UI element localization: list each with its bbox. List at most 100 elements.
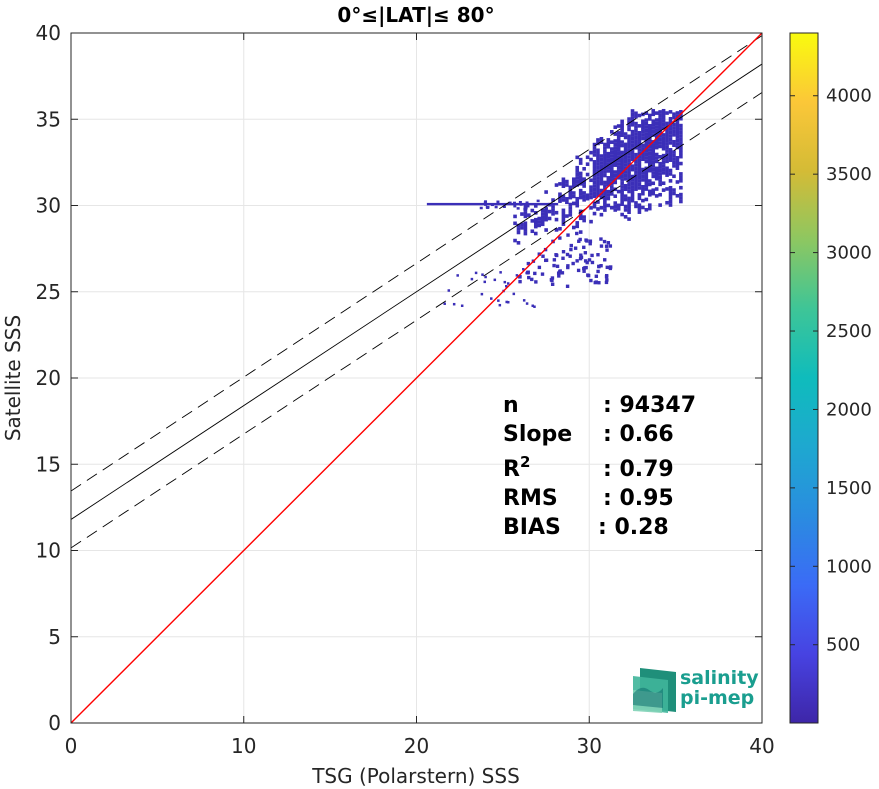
density-cell [552,258,557,262]
density-cell [578,256,583,261]
density-streak-cell [525,204,529,208]
density-cell [665,142,669,146]
density-cell [654,118,659,122]
density-cell [599,195,604,200]
density-cell [647,151,652,156]
density-cell [571,261,575,266]
density-cell [634,142,638,147]
density-cell [672,174,676,179]
density-cell [554,228,559,232]
density-cell [582,166,586,171]
density-cell [609,167,614,172]
density-cell [592,149,597,154]
density-cell [634,159,638,164]
density-cell [568,202,573,207]
density-cell [623,204,628,209]
density-cell [530,219,535,223]
density-cell [568,185,573,190]
density-cell [665,166,669,171]
density-cell [558,182,562,186]
density-cell [665,200,669,205]
density-cell [544,228,548,232]
density-cell [661,167,666,172]
density-cell [616,162,621,166]
density-cell [589,185,593,189]
density-cell [651,188,656,192]
density-cell [554,217,559,222]
density-cell [623,194,628,198]
density-cell [534,280,538,284]
x-tick-label: 0 [65,734,78,758]
density-cell [606,193,611,197]
density-cell [603,170,607,174]
density-cell [658,127,662,131]
density-cell [616,134,621,139]
density-cell [658,179,662,183]
y-tick-label: 15 [36,452,61,476]
density-cell [679,134,683,138]
density-cell [634,180,638,185]
stat-r2-label: R2 [503,453,530,482]
density-cell [558,236,562,240]
density-cell [523,224,528,229]
density-cell [613,170,618,174]
density-cell [603,156,607,161]
density-cell [627,120,631,125]
density-cell [644,197,649,202]
density-cell [620,181,624,186]
density-cell [527,213,531,217]
density-cell [603,163,607,168]
density-cell [661,133,666,137]
density-cell [654,128,659,133]
density-cell [608,266,613,271]
density-cell [647,182,652,187]
density-cell [654,111,659,115]
density-sparse-cell [533,305,536,308]
density-cell [668,158,673,162]
density-cell [661,153,666,158]
density-cell [605,248,609,252]
density-cell [672,133,676,137]
density-cell [668,189,673,194]
density-cell [668,127,673,131]
density-streak-cell [490,203,494,207]
density-cell [541,254,545,258]
density-cell [513,221,517,226]
density-cell [679,147,683,152]
density-cell [672,191,676,196]
density-cell [609,185,614,189]
density-cell [558,199,562,203]
density-cell [661,188,666,192]
colorbar-tick-label: 3500 [826,164,872,185]
density-cell [658,137,662,142]
density-cell [637,165,642,170]
density-cell [665,131,669,136]
density-cell [561,218,566,223]
density-cell [651,191,656,196]
density-cell [603,142,607,147]
density-cell [634,204,638,209]
density-cell [606,241,611,245]
density-cell [537,216,542,221]
density-cell [518,275,522,279]
density-streak-cell [519,203,523,206]
density-cell [675,121,680,126]
density-cell [568,195,573,200]
density-cell [527,275,531,280]
colorbar-tick-label: 2000 [826,399,872,420]
density-cell [599,140,604,145]
density-cell [672,115,676,120]
density-cell [599,154,604,158]
density-cell [555,264,560,269]
density-cell [592,160,597,164]
density-cell [603,191,607,195]
density-cell [665,135,669,139]
density-cell [616,151,621,156]
density-cell [599,164,604,169]
density-cell [578,175,583,179]
density-cell [665,173,669,177]
density-cell [550,282,555,286]
density-cell [565,284,570,289]
density-cell [644,170,649,174]
